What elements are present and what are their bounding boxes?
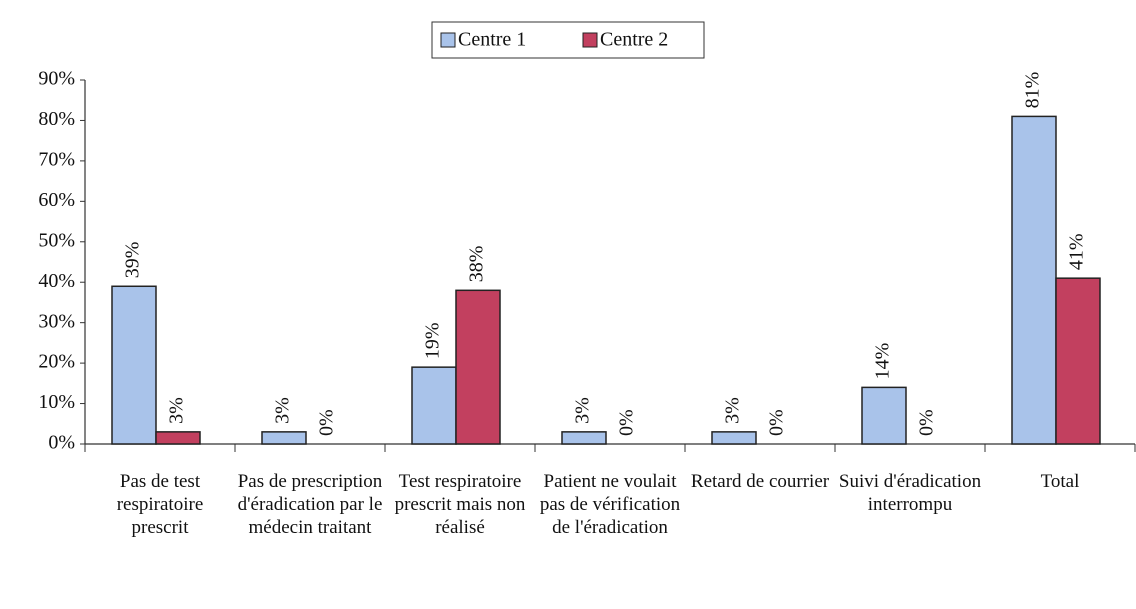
- y-tick-label: 10%: [38, 391, 75, 413]
- bar: [455, 289, 501, 445]
- y-tick-label: 20%: [38, 351, 75, 373]
- x-tick-label: Retard de courrier: [690, 471, 830, 492]
- legend-box: [431, 21, 705, 59]
- data-label: 81%: [1022, 72, 1044, 109]
- y-tick-label: 60%: [38, 189, 75, 211]
- data-label: 19%: [422, 322, 444, 359]
- data-label: 3%: [166, 397, 188, 424]
- data-label: 3%: [722, 397, 744, 424]
- legend-label: Centre 1: [458, 29, 526, 51]
- x-tick-label: Test respiratoire prescrit mais non réal…: [394, 471, 526, 538]
- bar: [155, 431, 201, 445]
- bar: [861, 386, 907, 445]
- y-tick-label: 80%: [38, 108, 75, 130]
- bar: [1011, 115, 1057, 445]
- bar: [111, 285, 157, 445]
- data-label: 14%: [872, 343, 894, 380]
- data-label: 38%: [466, 246, 488, 283]
- legend-swatch: [440, 32, 456, 48]
- bar: [561, 431, 607, 445]
- y-tick-label: 90%: [38, 68, 75, 90]
- bar: [711, 431, 757, 445]
- data-label: 3%: [572, 397, 594, 424]
- y-tick-label: 0%: [48, 432, 75, 454]
- y-tick-label: 40%: [38, 270, 75, 292]
- x-tick-label: Patient ne voulait pas de vérification d…: [539, 471, 681, 538]
- data-label: 0%: [316, 409, 338, 436]
- data-label: 3%: [272, 397, 294, 424]
- y-tick-label: 50%: [38, 229, 75, 251]
- x-tick-label: Total: [1040, 471, 1080, 492]
- legend-swatch: [582, 32, 598, 48]
- data-label: 0%: [616, 409, 638, 436]
- data-label: 39%: [122, 242, 144, 279]
- bar: [411, 366, 457, 445]
- y-tick-label: 70%: [38, 148, 75, 170]
- x-tick-label: Pas de prescription d'éradication par le…: [237, 471, 383, 538]
- data-label: 0%: [916, 409, 938, 436]
- data-label: 0%: [766, 409, 788, 436]
- data-label: 41%: [1066, 234, 1088, 271]
- x-tick-label: Pas de test respiratoire prescrit: [116, 471, 204, 538]
- x-tick-label: Suivi d'éradication interrompu: [838, 471, 982, 515]
- legend-label: Centre 2: [600, 29, 668, 51]
- bar: [261, 431, 307, 445]
- bar: [1055, 277, 1101, 445]
- y-tick-label: 30%: [38, 310, 75, 332]
